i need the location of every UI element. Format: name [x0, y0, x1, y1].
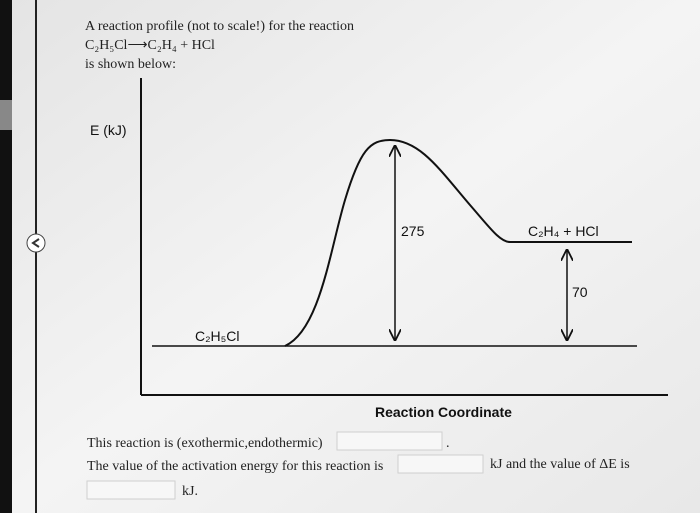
strip-mark	[0, 100, 12, 130]
left-strip	[0, 0, 12, 513]
question-text: .	[446, 436, 450, 451]
product-label: C₂H₄ + HCl	[528, 223, 599, 239]
collapse-button[interactable]	[26, 233, 46, 253]
delta-label: 70	[572, 284, 588, 300]
question-text: kJ.	[182, 484, 198, 499]
answer-input[interactable]	[397, 454, 484, 474]
answer-input[interactable]	[336, 431, 443, 451]
y-axis-label: E (kJ)	[90, 122, 127, 138]
question-text: The value of the activation energy for t…	[87, 459, 383, 474]
activation-label: 275	[401, 223, 425, 239]
question-text: kJ and the value of ΔE is	[490, 457, 630, 472]
reactant-label: C₂H₅Cl	[195, 328, 240, 344]
intro-text: A reaction profile (not to scale!) for t…	[85, 19, 354, 34]
energy-curve	[284, 138, 632, 347]
collapse-icon	[31, 238, 40, 248]
answer-input[interactable]	[86, 480, 176, 500]
x-axis-label: Reaction Coordinate	[375, 404, 512, 420]
question-text: This reaction is (exothermic,endothermic…	[87, 436, 323, 451]
intro-text: is shown below:	[85, 57, 176, 72]
equation: C₂H₅Cl⟶C₂H₄ + HCl	[85, 38, 215, 53]
